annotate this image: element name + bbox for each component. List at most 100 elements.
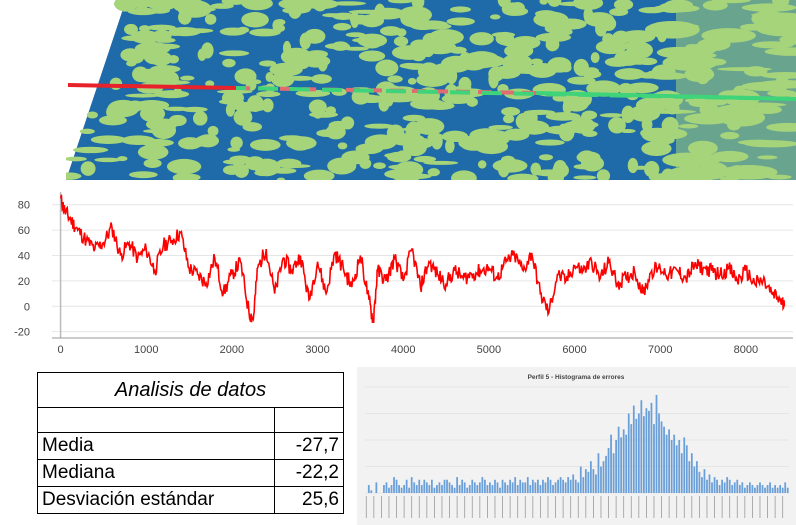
x-tick-label: 0 — [58, 344, 64, 356]
map-land-patch — [221, 90, 245, 106]
map-land-patch — [428, 29, 464, 46]
error-histogram: Perfil 5 - Histograma de errores — [357, 367, 796, 525]
map-land-patch — [66, 172, 82, 180]
map-land-patch — [388, 164, 415, 170]
histogram-bar — [622, 429, 625, 493]
histogram-bar — [552, 485, 554, 493]
histogram-bar — [567, 477, 570, 493]
map-land-patch — [547, 0, 562, 7]
histogram-bar — [438, 482, 441, 493]
histogram-bar — [764, 487, 766, 493]
map-land-patch — [233, 108, 253, 126]
map-land-patch — [451, 170, 477, 180]
map-land-patch — [362, 39, 382, 49]
histogram-bar — [390, 485, 393, 493]
map-land-patch — [488, 70, 499, 89]
y-tick-label: 20 — [18, 276, 30, 288]
map-land-patch — [573, 163, 596, 170]
map-land-patch — [583, 6, 594, 24]
map-land-patch — [417, 62, 441, 81]
map-land-patch — [595, 39, 627, 55]
map-land-patch — [86, 111, 99, 119]
histogram-bar — [645, 408, 648, 493]
histogram-bar — [706, 479, 708, 493]
histogram-bar — [456, 477, 459, 493]
map-land-patch — [445, 139, 455, 154]
histogram-bar — [648, 410, 650, 493]
map-land-patch — [124, 23, 138, 35]
histogram-bar — [721, 479, 724, 493]
stat-value: -27,7 — [275, 433, 344, 459]
map-land-patch — [276, 177, 286, 180]
histogram-bar — [640, 400, 643, 493]
histogram-bar — [564, 482, 567, 493]
histogram-bar — [655, 394, 658, 493]
map-land-patch — [510, 1, 525, 15]
map-land-patch — [501, 107, 521, 116]
histogram-bar — [738, 485, 741, 493]
histogram-bar — [463, 482, 466, 493]
histogram-bar — [509, 479, 512, 493]
histogram-bar — [695, 461, 698, 493]
map-land-patch — [196, 134, 219, 148]
x-tick-label: 5000 — [477, 344, 501, 356]
map-land-patch — [469, 32, 494, 46]
histogram-bar — [529, 485, 532, 493]
histogram-bar — [395, 479, 398, 493]
histogram-bar — [428, 485, 431, 493]
histogram-bar — [468, 485, 471, 493]
map-land-patch — [559, 63, 572, 73]
histogram-bar — [483, 479, 486, 493]
map-land-patch — [627, 157, 639, 174]
map-land-patch — [259, 60, 277, 67]
histogram-bar — [600, 466, 602, 493]
map-land-patch — [427, 132, 444, 142]
map-land-patch — [225, 103, 235, 117]
map-land-patch — [210, 3, 234, 9]
histogram-bar — [582, 477, 585, 493]
histogram-bar — [637, 413, 640, 493]
map-land-patch — [282, 40, 292, 56]
histogram-bar — [516, 485, 519, 493]
histogram-bar — [554, 482, 557, 493]
histogram-bar — [494, 479, 496, 493]
histogram-bar — [430, 479, 433, 493]
map-land-patch — [446, 17, 475, 26]
histogram-bar — [756, 485, 759, 493]
map-land-patch — [303, 0, 339, 10]
map-land-patch — [201, 42, 214, 59]
table-title: Analisis de datos — [37, 372, 344, 408]
histogram-bar — [693, 466, 696, 493]
histogram-bar — [481, 477, 484, 493]
histogram-bar — [519, 479, 522, 493]
map-land-patch — [152, 69, 179, 88]
map-land-patch — [344, 46, 369, 51]
histogram-bar — [663, 426, 665, 493]
histogram-x-labels — [365, 496, 784, 518]
map-land-patch — [254, 169, 275, 177]
map-land-patch — [234, 68, 257, 85]
map-land-patch — [449, 6, 471, 13]
histogram-bar — [759, 482, 761, 493]
histogram-bar — [534, 482, 537, 493]
histogram-bar — [701, 477, 703, 493]
map-land-patch — [125, 93, 160, 98]
histogram-bar — [418, 479, 421, 493]
histogram-bar — [733, 482, 736, 493]
map-land-patch — [90, 135, 127, 145]
stat-label: Media — [38, 433, 276, 459]
map-land-patch — [219, 50, 250, 57]
histogram-bar — [620, 437, 623, 493]
map-land-patch — [515, 112, 534, 131]
histogram-bar — [504, 482, 506, 493]
y-tick-label: -20 — [14, 327, 30, 339]
histogram-bar — [393, 477, 395, 493]
histogram-bar — [665, 434, 668, 493]
blank-cell — [38, 408, 276, 432]
map-land-patch — [401, 127, 432, 132]
histogram-bar — [443, 479, 446, 493]
histogram-bar — [627, 413, 630, 493]
histogram-bar — [635, 418, 638, 493]
map-land-patch — [387, 75, 403, 83]
map-land-patch — [204, 13, 217, 25]
